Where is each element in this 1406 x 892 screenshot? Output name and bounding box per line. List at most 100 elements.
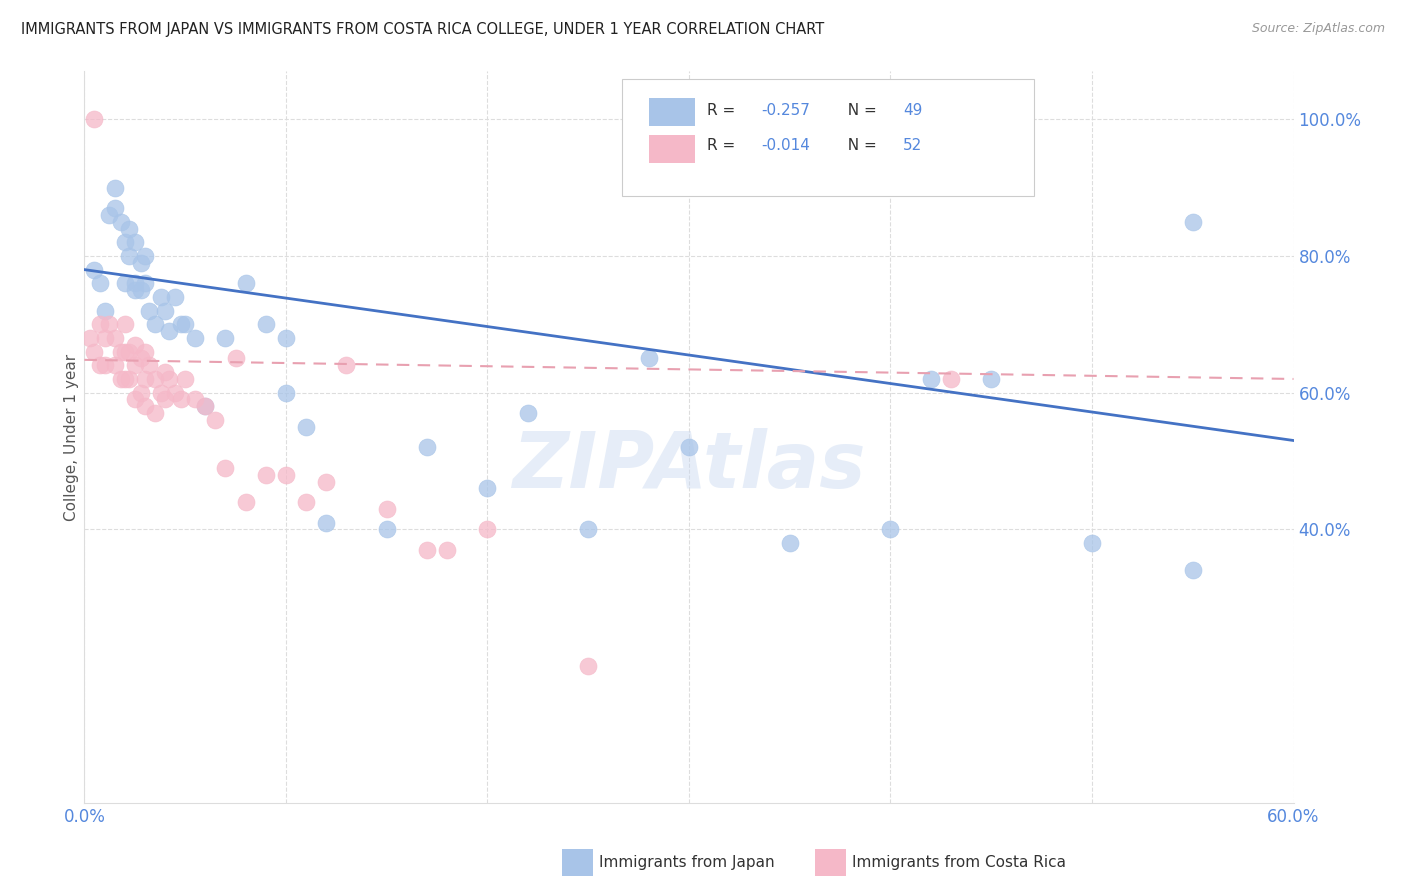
Point xyxy=(97,318,120,332)
Point xyxy=(157,324,180,338)
Point xyxy=(129,283,152,297)
Point xyxy=(920,372,942,386)
Point xyxy=(477,522,499,536)
Text: Immigrants from Costa Rica: Immigrants from Costa Rica xyxy=(852,855,1066,870)
Point xyxy=(97,208,120,222)
Point xyxy=(114,344,136,359)
Point xyxy=(516,406,538,420)
Point xyxy=(124,338,146,352)
Text: R =: R = xyxy=(707,103,740,119)
Point xyxy=(980,372,1002,386)
Point xyxy=(124,235,146,250)
Point xyxy=(114,318,136,332)
Point xyxy=(235,495,257,509)
Point xyxy=(124,392,146,407)
Y-axis label: College, Under 1 year: College, Under 1 year xyxy=(63,353,79,521)
Point xyxy=(295,420,318,434)
Point xyxy=(118,344,141,359)
Text: Immigrants from Japan: Immigrants from Japan xyxy=(599,855,775,870)
Point xyxy=(89,359,111,373)
Point xyxy=(110,372,132,386)
Text: 49: 49 xyxy=(903,103,922,119)
Text: ZIPAtlas: ZIPAtlas xyxy=(512,428,866,504)
Text: -0.257: -0.257 xyxy=(762,103,810,119)
Point xyxy=(134,344,156,359)
Point xyxy=(170,392,193,407)
Point xyxy=(295,495,318,509)
Point xyxy=(335,359,357,373)
Point xyxy=(1181,215,1204,229)
Point xyxy=(194,400,217,414)
Point xyxy=(129,385,152,400)
Point xyxy=(114,277,136,291)
Point xyxy=(170,318,193,332)
Point xyxy=(114,372,136,386)
Point xyxy=(274,385,297,400)
Point xyxy=(143,372,166,386)
Point xyxy=(214,460,236,475)
Point xyxy=(149,385,172,400)
Bar xyxy=(650,135,695,162)
Point xyxy=(138,303,160,318)
Point xyxy=(129,256,152,270)
Bar xyxy=(650,98,695,127)
Point xyxy=(157,372,180,386)
Point xyxy=(225,351,247,366)
Text: N =: N = xyxy=(838,138,882,153)
Point xyxy=(174,372,197,386)
Point xyxy=(104,180,127,194)
Point xyxy=(165,385,187,400)
Point xyxy=(375,522,398,536)
Point xyxy=(83,344,105,359)
Point xyxy=(274,467,297,482)
Point xyxy=(93,331,115,345)
Point xyxy=(104,201,127,215)
Point xyxy=(143,318,166,332)
Point xyxy=(153,303,176,318)
Point xyxy=(143,406,166,420)
Point xyxy=(576,522,599,536)
Point xyxy=(89,277,111,291)
Point xyxy=(93,359,115,373)
Point xyxy=(124,283,146,297)
Point xyxy=(110,215,132,229)
Point xyxy=(637,351,659,366)
Point xyxy=(174,318,197,332)
Point xyxy=(779,536,801,550)
Point xyxy=(184,392,207,407)
Point xyxy=(375,501,398,516)
Point xyxy=(416,542,439,557)
Point xyxy=(153,365,176,379)
Point xyxy=(678,440,700,454)
Point xyxy=(235,277,257,291)
Text: R =: R = xyxy=(707,138,740,153)
Point xyxy=(153,392,176,407)
Point xyxy=(274,331,297,345)
Point xyxy=(118,221,141,235)
Point xyxy=(104,331,127,345)
Text: -0.014: -0.014 xyxy=(762,138,810,153)
Point xyxy=(194,400,217,414)
Point xyxy=(124,359,146,373)
Point xyxy=(879,522,901,536)
Point xyxy=(138,359,160,373)
Text: 52: 52 xyxy=(903,138,922,153)
Point xyxy=(110,344,132,359)
Text: N =: N = xyxy=(838,103,882,119)
Point xyxy=(83,112,105,127)
Point xyxy=(315,516,337,530)
Text: Source: ZipAtlas.com: Source: ZipAtlas.com xyxy=(1251,22,1385,36)
Point xyxy=(576,659,599,673)
Point xyxy=(254,318,277,332)
Point xyxy=(416,440,439,454)
Point xyxy=(118,372,141,386)
Point xyxy=(89,318,111,332)
Point xyxy=(134,372,156,386)
Point xyxy=(114,235,136,250)
Point xyxy=(204,413,226,427)
Point xyxy=(1081,536,1104,550)
Point xyxy=(93,303,115,318)
Point xyxy=(214,331,236,345)
Point xyxy=(477,481,499,495)
Point xyxy=(165,290,187,304)
